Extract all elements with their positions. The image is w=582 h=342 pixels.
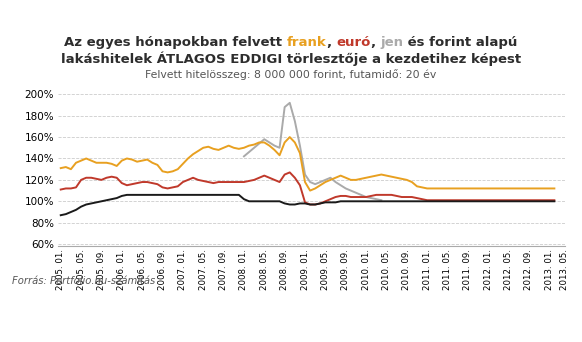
- Text: lakáshitelek ÁTLAGOS EDDIGI törlesztője a kezdetihez képest: lakáshitelek ÁTLAGOS EDDIGI törlesztője …: [61, 51, 521, 66]
- Text: ,: ,: [327, 36, 336, 49]
- Text: Forrás: Portfolio.hu-számítás: Forrás: Portfolio.hu-számítás: [12, 276, 155, 286]
- Text: Az egyes hónapokban felvett: Az egyes hónapokban felvett: [64, 36, 287, 49]
- Text: euró: euró: [336, 36, 371, 49]
- Text: frank: frank: [287, 36, 327, 49]
- Text: és forint alapú: és forint alapú: [403, 36, 518, 49]
- Text: ,: ,: [371, 36, 381, 49]
- Text: jen: jen: [381, 36, 403, 49]
- Text: Felvett hitelösszeg: 8 000 000 forint, futamidő: 20 év: Felvett hitelösszeg: 8 000 000 forint, f…: [146, 69, 436, 80]
